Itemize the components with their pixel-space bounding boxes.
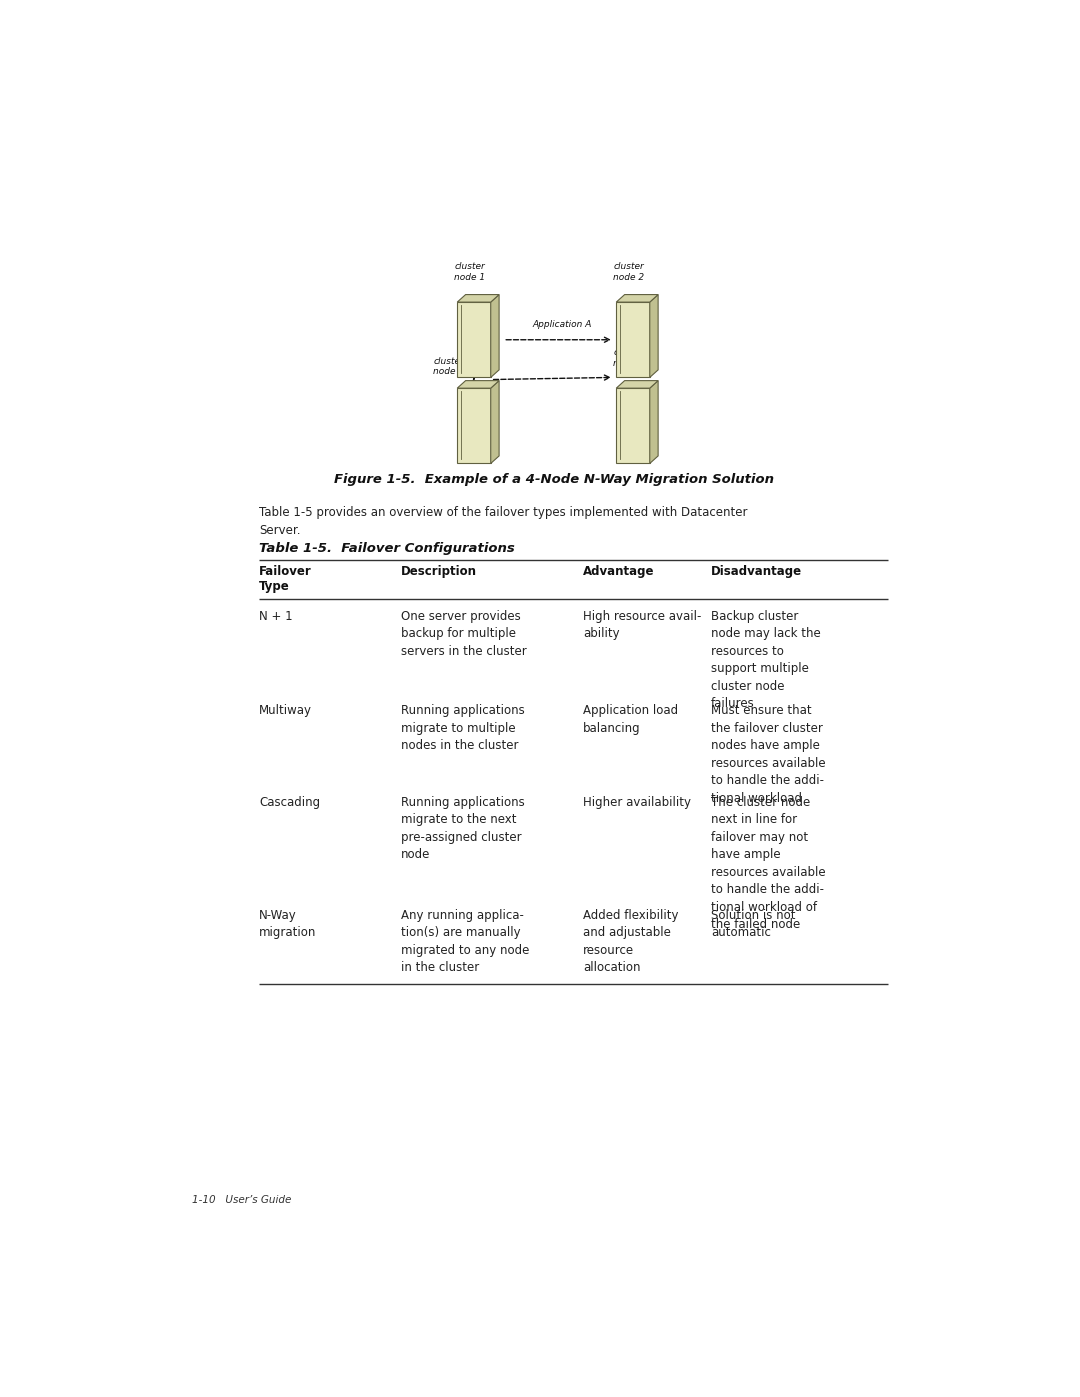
Text: Table 1-5 provides an overview of the failover types implemented with Datacenter: Table 1-5 provides an overview of the fa… [259, 507, 747, 538]
Polygon shape [617, 302, 650, 377]
Polygon shape [617, 380, 658, 388]
Polygon shape [650, 380, 658, 464]
Text: Must ensure that
the failover cluster
nodes have ample
resources available
to ha: Must ensure that the failover cluster no… [711, 704, 825, 805]
Polygon shape [617, 388, 650, 464]
Polygon shape [457, 295, 499, 302]
Polygon shape [490, 295, 499, 377]
Text: Solution is not
automatic: Solution is not automatic [711, 909, 795, 939]
Text: N-Way
migration: N-Way migration [259, 909, 316, 939]
Text: One server provides
backup for multiple
servers in the cluster: One server provides backup for multiple … [401, 609, 527, 658]
Text: Failover
Type: Failover Type [259, 564, 312, 592]
Text: Running applications
migrate to the next
pre-assigned cluster
node: Running applications migrate to the next… [401, 796, 525, 862]
Polygon shape [490, 380, 499, 464]
Text: Figure 1-5.  Example of a 4-Node N-Way Migration Solution: Figure 1-5. Example of a 4-Node N-Way Mi… [334, 474, 773, 486]
Text: The cluster node
next in line for
failover may not
have ample
resources availabl: The cluster node next in line for failov… [711, 796, 825, 932]
Text: Table 1-5.  Failover Configurations: Table 1-5. Failover Configurations [259, 542, 515, 555]
Polygon shape [457, 302, 490, 377]
Text: Backup cluster
node may lack the
resources to
support multiple
cluster node
fail: Backup cluster node may lack the resourc… [711, 609, 821, 710]
Text: High resource avail-
ability: High resource avail- ability [583, 609, 701, 640]
Text: Disadvantage: Disadvantage [711, 564, 802, 577]
Text: Any running applica-
tion(s) are manually
migrated to any node
in the cluster: Any running applica- tion(s) are manuall… [401, 909, 529, 974]
Text: cluster
node 3: cluster node 3 [433, 356, 464, 376]
Polygon shape [457, 380, 499, 388]
Text: Description: Description [401, 564, 477, 577]
Text: Running applications
migrate to multiple
nodes in the cluster: Running applications migrate to multiple… [401, 704, 525, 753]
Text: Multiway: Multiway [259, 704, 312, 718]
Text: N + 1: N + 1 [259, 609, 293, 623]
Text: cluster
node 4: cluster node 4 [613, 348, 645, 367]
Text: Application load
balancing: Application load balancing [583, 704, 678, 735]
Text: Cascading: Cascading [259, 796, 320, 809]
Polygon shape [650, 295, 658, 377]
Text: Application A: Application A [532, 320, 592, 330]
Text: cluster
node 2: cluster node 2 [613, 263, 645, 282]
Polygon shape [457, 388, 490, 464]
Text: cluster
node 1: cluster node 1 [455, 263, 485, 282]
Text: Higher availability: Higher availability [583, 796, 691, 809]
Text: Added flexibility
and adjustable
resource
allocation: Added flexibility and adjustable resourc… [583, 909, 678, 974]
Text: Advantage: Advantage [583, 564, 654, 577]
Polygon shape [617, 295, 658, 302]
Text: 1-10   User’s Guide: 1-10 User’s Guide [192, 1196, 292, 1206]
